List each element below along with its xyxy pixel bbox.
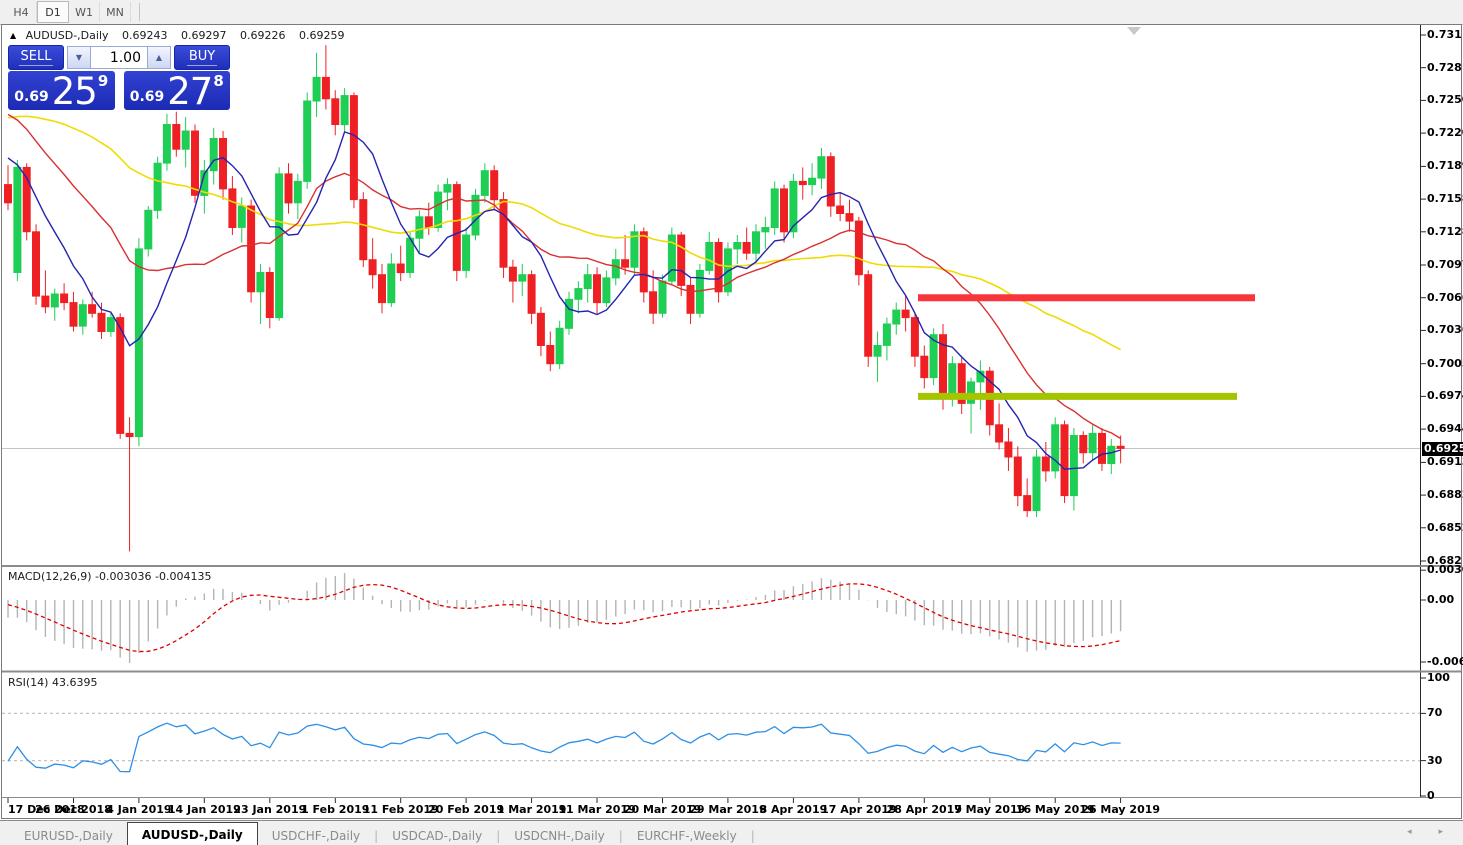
tab-usdcad-daily[interactable]: USDCAD-,Daily bbox=[392, 829, 483, 843]
date-axis-label: 4 Jan 2019 bbox=[106, 803, 172, 816]
ma-mid-line bbox=[7, 113, 1121, 440]
price-axis-label: 0.69745 bbox=[1427, 389, 1463, 402]
macd-histogram bbox=[7, 573, 1122, 663]
date-axis-label: 29 Mar 2019 bbox=[689, 803, 767, 816]
buy-price-display[interactable]: 0.69 27 8 bbox=[123, 70, 230, 113]
price-axis-label: 0.69130 bbox=[1427, 455, 1463, 468]
ohlc-low: 0.69226 bbox=[240, 29, 286, 42]
volume-decrease-button[interactable]: ▼ bbox=[67, 46, 91, 69]
date-axis-label: 1 Mar 2019 bbox=[496, 803, 567, 816]
price-axis-label: 0.68520 bbox=[1427, 521, 1463, 534]
tab-eurusd-daily[interactable]: EURUSD-,Daily bbox=[24, 829, 113, 843]
rsi-pane bbox=[2, 712, 1420, 773]
macd-values: -0.003036 -0.004135 bbox=[95, 570, 212, 583]
date-axis-label: 1 Feb 2019 bbox=[301, 803, 370, 816]
buy-price-point: 8 bbox=[213, 72, 224, 90]
volume-increase-button[interactable]: ▲ bbox=[147, 46, 171, 69]
toolbar-separator bbox=[139, 3, 140, 21]
price-axis-label: 0.69440 bbox=[1427, 422, 1463, 435]
sell-price-pips: 25 bbox=[51, 70, 98, 113]
rsi-axis-label: 30 bbox=[1427, 754, 1443, 767]
date-axis-label: 17 Dec 2018 bbox=[8, 803, 85, 816]
rsi-axis-label: 100 bbox=[1427, 671, 1450, 684]
price-axis-label: 0.71890 bbox=[1427, 159, 1463, 172]
chart-tab-bar: EURUSD-,Daily AUDUSD-,Daily USDCHF-,Dail… bbox=[0, 820, 1463, 845]
date-axis-label: 23 Jan 2019 bbox=[233, 803, 307, 816]
rsi-line bbox=[7, 722, 1121, 773]
macd-signal-line bbox=[7, 583, 1121, 653]
price-axis-label: 0.68210 bbox=[1427, 554, 1463, 567]
chart-info-line: ▲ AUDUSD-,Daily 0.69243 0.69297 0.69226 … bbox=[10, 29, 355, 42]
price-axis-label: 0.71585 bbox=[1427, 192, 1463, 205]
one-click-trading-panel: SELL ▼ 1.00 ▲ BUY 0.69 25 9 0.69 27 8 bbox=[8, 45, 230, 110]
rsi-axis-label: 0 bbox=[1427, 789, 1435, 802]
date-axis-label: 7 May 2019 bbox=[954, 803, 1026, 816]
tab-usdcnh-daily[interactable]: USDCNH-,Daily bbox=[514, 829, 605, 843]
ohlc-high: 0.69297 bbox=[181, 29, 227, 42]
tab-separator: | bbox=[374, 828, 379, 843]
buy-price-pips: 27 bbox=[167, 70, 213, 113]
rsi-axis-label: 70 bbox=[1427, 706, 1443, 719]
current-price-tag: 0.69259 bbox=[1422, 442, 1463, 456]
date-axis-label: 20 Feb 2019 bbox=[428, 803, 505, 816]
buy-price-prefix: 0.69 bbox=[129, 89, 165, 105]
timeframe-button-h4[interactable]: H4 bbox=[6, 2, 37, 22]
ma-slow-line bbox=[7, 115, 1121, 351]
date-axis-label: 26 May 2019 bbox=[1081, 803, 1161, 816]
sell-price-display[interactable]: 0.69 25 9 bbox=[8, 71, 115, 110]
date-axis-label: 11 Mar 2019 bbox=[558, 803, 636, 816]
date-axis-label: 16 May 2019 bbox=[1015, 803, 1095, 816]
price-axis-label: 0.68825 bbox=[1427, 488, 1463, 501]
price-axis-label: 0.73115 bbox=[1427, 28, 1463, 41]
price-axis-label: 0.72810 bbox=[1427, 61, 1463, 74]
ma-fast-line bbox=[7, 131, 1121, 470]
date-axis-label: 11 Feb 2019 bbox=[362, 803, 439, 816]
ohlc-open: 0.69243 bbox=[122, 29, 168, 42]
volume-input[interactable]: 1.00 bbox=[91, 46, 147, 69]
symbol-title: AUDUSD-,Daily bbox=[25, 29, 109, 42]
tab-usdchf-daily[interactable]: USDCHF-,Daily bbox=[271, 829, 361, 843]
sell-button[interactable]: SELL bbox=[8, 45, 64, 70]
date-axis-label: 26 Dec 2018 bbox=[35, 803, 112, 816]
macd-label: MACD(12,26,9) -0.003036 -0.004135 bbox=[8, 570, 212, 583]
macd-axis-label: -0.006311 bbox=[1427, 655, 1463, 668]
rsi-value: 43.6395 bbox=[51, 676, 98, 689]
timeframe-button-w1[interactable]: W1 bbox=[69, 2, 100, 22]
tab-audusd-daily[interactable]: AUDUSD-,Daily bbox=[126, 822, 258, 845]
sell-price-point: 9 bbox=[97, 72, 109, 90]
price-axis-label: 0.72505 bbox=[1427, 93, 1463, 106]
date-axis-label: 14 Jan 2019 bbox=[167, 803, 241, 816]
chart-shift-marker-icon[interactable] bbox=[1127, 27, 1141, 35]
date-axis-label: 17 Apr 2019 bbox=[821, 803, 897, 816]
price-axis-label: 0.70050 bbox=[1427, 357, 1463, 370]
price-axis-label: 0.70970 bbox=[1427, 258, 1463, 271]
tab-separator: | bbox=[750, 828, 755, 843]
timeframe-button-d1[interactable]: D1 bbox=[37, 1, 69, 23]
macd-axis-label: 0.00 bbox=[1427, 593, 1455, 606]
macd-pane bbox=[7, 573, 1122, 663]
price-axis-label: 0.71280 bbox=[1427, 225, 1463, 238]
price-axis-label: 0.70665 bbox=[1427, 291, 1463, 304]
timeframe-button-mn[interactable]: MN bbox=[100, 2, 131, 22]
price-axis-label: 0.70360 bbox=[1427, 323, 1463, 336]
date-axis-label: 20 Mar 2019 bbox=[623, 803, 702, 816]
window-expand-icon[interactable]: ▲ bbox=[10, 31, 17, 40]
date-axis-label: 28 Apr 2019 bbox=[886, 803, 962, 816]
ohlc-close: 0.69259 bbox=[299, 29, 345, 42]
tab-separator: | bbox=[618, 828, 623, 843]
sell-price-prefix: 0.69 bbox=[14, 89, 49, 105]
tab-scroll-arrows[interactable]: ◂ ▸ bbox=[1407, 827, 1455, 837]
tab-separator: | bbox=[496, 828, 501, 843]
tab-eurchf-weekly[interactable]: EURCHF-,Weekly bbox=[636, 829, 737, 843]
date-axis-label: 8 Apr 2019 bbox=[759, 803, 828, 816]
price-axis-label: 0.72200 bbox=[1427, 126, 1463, 139]
rsi-label: RSI(14) 43.6395 bbox=[8, 676, 98, 689]
buy-button[interactable]: BUY bbox=[174, 45, 230, 70]
macd-axis-label: 0.003035 bbox=[1427, 563, 1463, 576]
